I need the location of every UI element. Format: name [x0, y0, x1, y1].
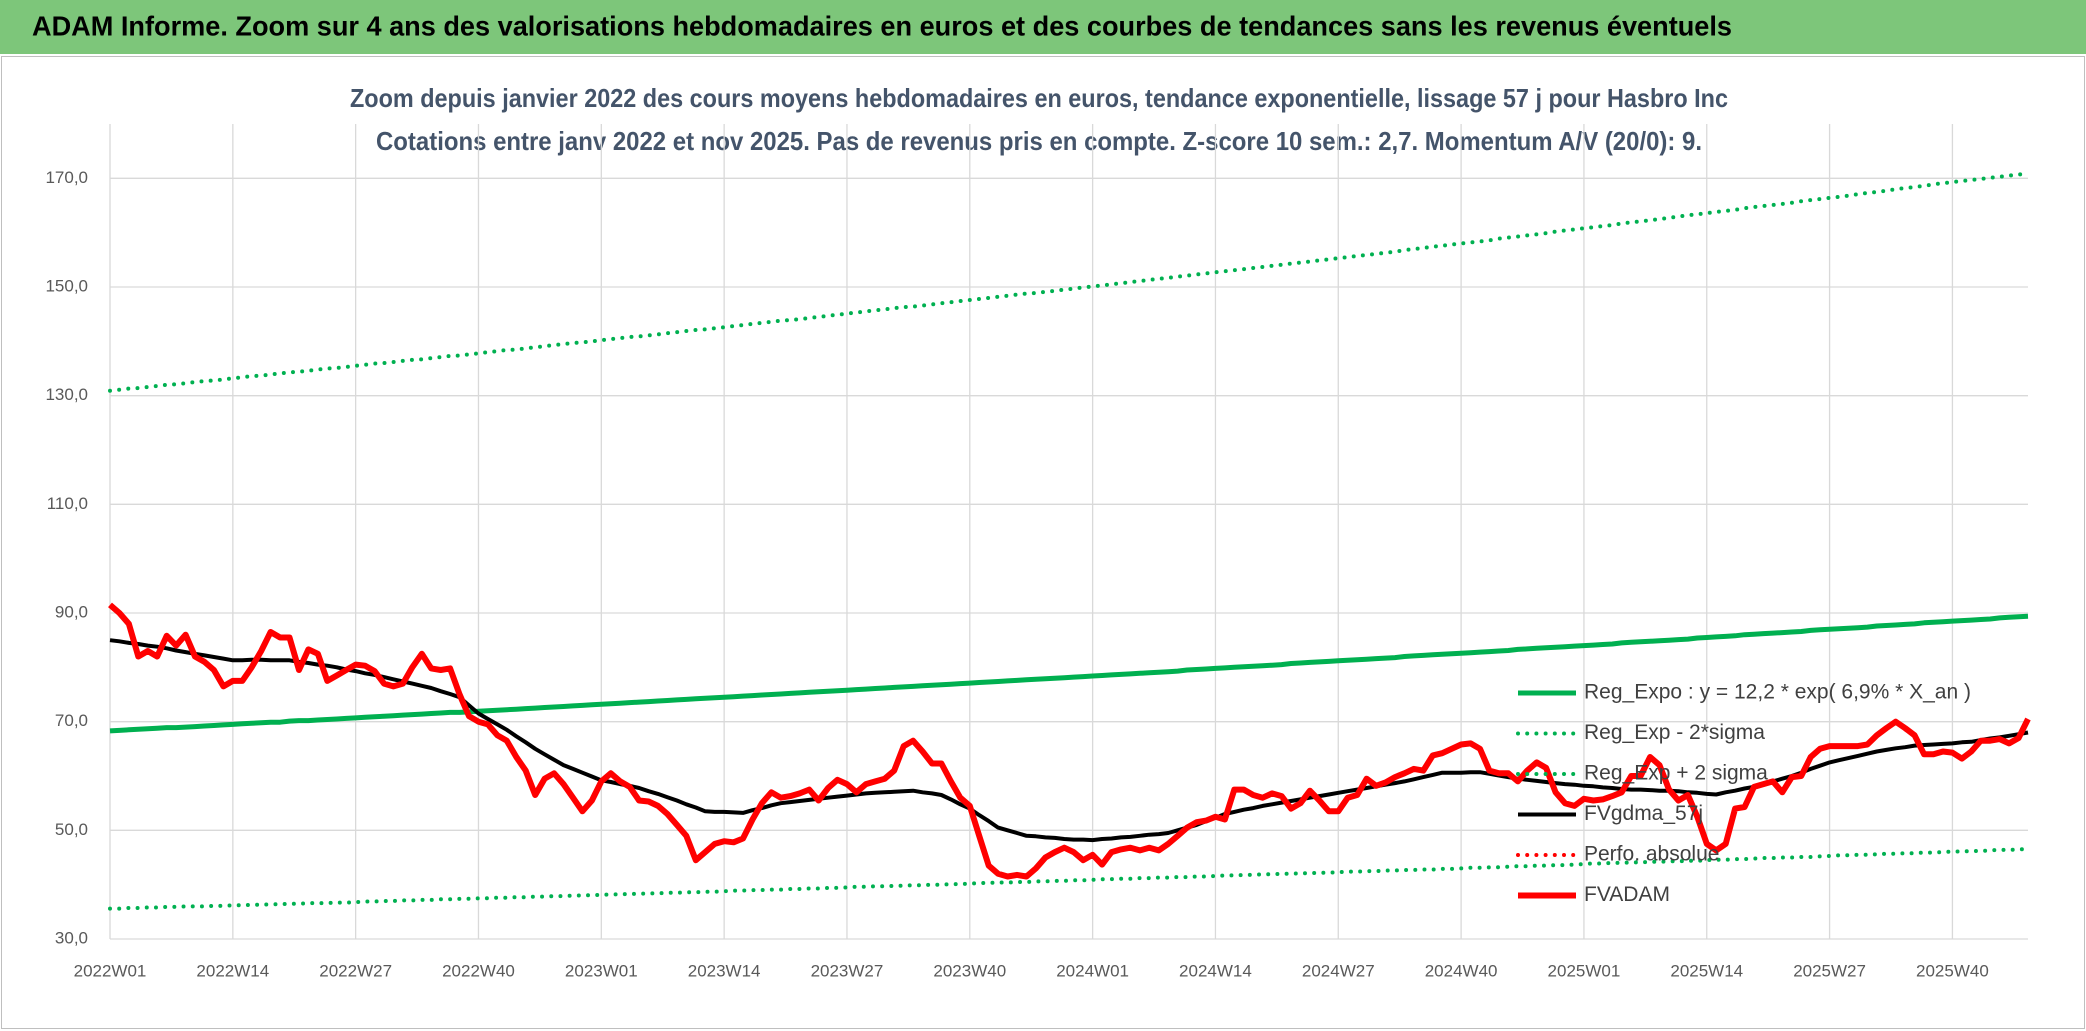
x-tick-label: 2023W40: [933, 961, 1006, 980]
x-tick-label: 2024W27: [1302, 961, 1375, 980]
chart-title: Zoom depuis janvier 2022 des cours moyen…: [350, 83, 1728, 113]
series-line: [109, 613, 2029, 734]
chart-frame: [1, 56, 2085, 1029]
x-tick-label: 2025W40: [1916, 961, 1989, 980]
y-tick-label: 150,0: [45, 276, 88, 295]
x-tick-label: 2022W14: [196, 961, 269, 980]
x-tick-label: 2025W27: [1793, 961, 1866, 980]
x-tick-label: 2024W14: [1179, 961, 1252, 980]
legend-label: Reg_Expo : y = 12,2 * exp( 6,9% * X_an ): [1584, 681, 1971, 704]
y-tick-label: 30,0: [55, 928, 88, 947]
y-tick-label: 130,0: [45, 385, 88, 404]
x-tick-label: 2025W01: [1548, 961, 1621, 980]
series-line: [108, 602, 2031, 880]
y-tick-label: 70,0: [55, 711, 88, 730]
x-tick-label: 2023W27: [811, 961, 884, 980]
header-title: ADAM Informe. Zoom sur 4 ans des valoris…: [32, 10, 1732, 41]
x-tick-label: 2025W14: [1670, 961, 1743, 980]
header-bar: [0, 0, 2086, 54]
series-line: [108, 171, 2030, 393]
y-tick-label: 110,0: [47, 494, 88, 513]
x-tick-label: 2022W01: [74, 961, 147, 980]
y-tick-label: 170,0: [45, 168, 88, 187]
legend-label: FVADAM: [1584, 883, 1670, 906]
y-tick-label: 50,0: [55, 820, 88, 839]
legend-label: Perfo. absolue: [1584, 843, 1719, 866]
legend-label: FVgdma_57j: [1584, 802, 1703, 825]
series-line: [109, 638, 2029, 843]
x-tick-label: 2024W01: [1056, 961, 1129, 980]
x-tick-label: 2022W27: [319, 961, 392, 980]
chart-subtitle: Cotations entre janv 2022 et nov 2025. P…: [376, 126, 1702, 156]
x-tick-label: 2023W14: [688, 961, 761, 980]
legend-label: Reg_Exp - 2*sigma: [1584, 721, 1765, 744]
y-tick-label: 90,0: [55, 602, 88, 621]
legend-label: Reg_Exp + 2 sigma: [1584, 762, 1768, 785]
x-tick-label: 2023W01: [565, 961, 638, 980]
series-line: [108, 846, 2030, 911]
x-tick-label: 2024W40: [1425, 961, 1498, 980]
x-tick-label: 2022W40: [442, 961, 515, 980]
